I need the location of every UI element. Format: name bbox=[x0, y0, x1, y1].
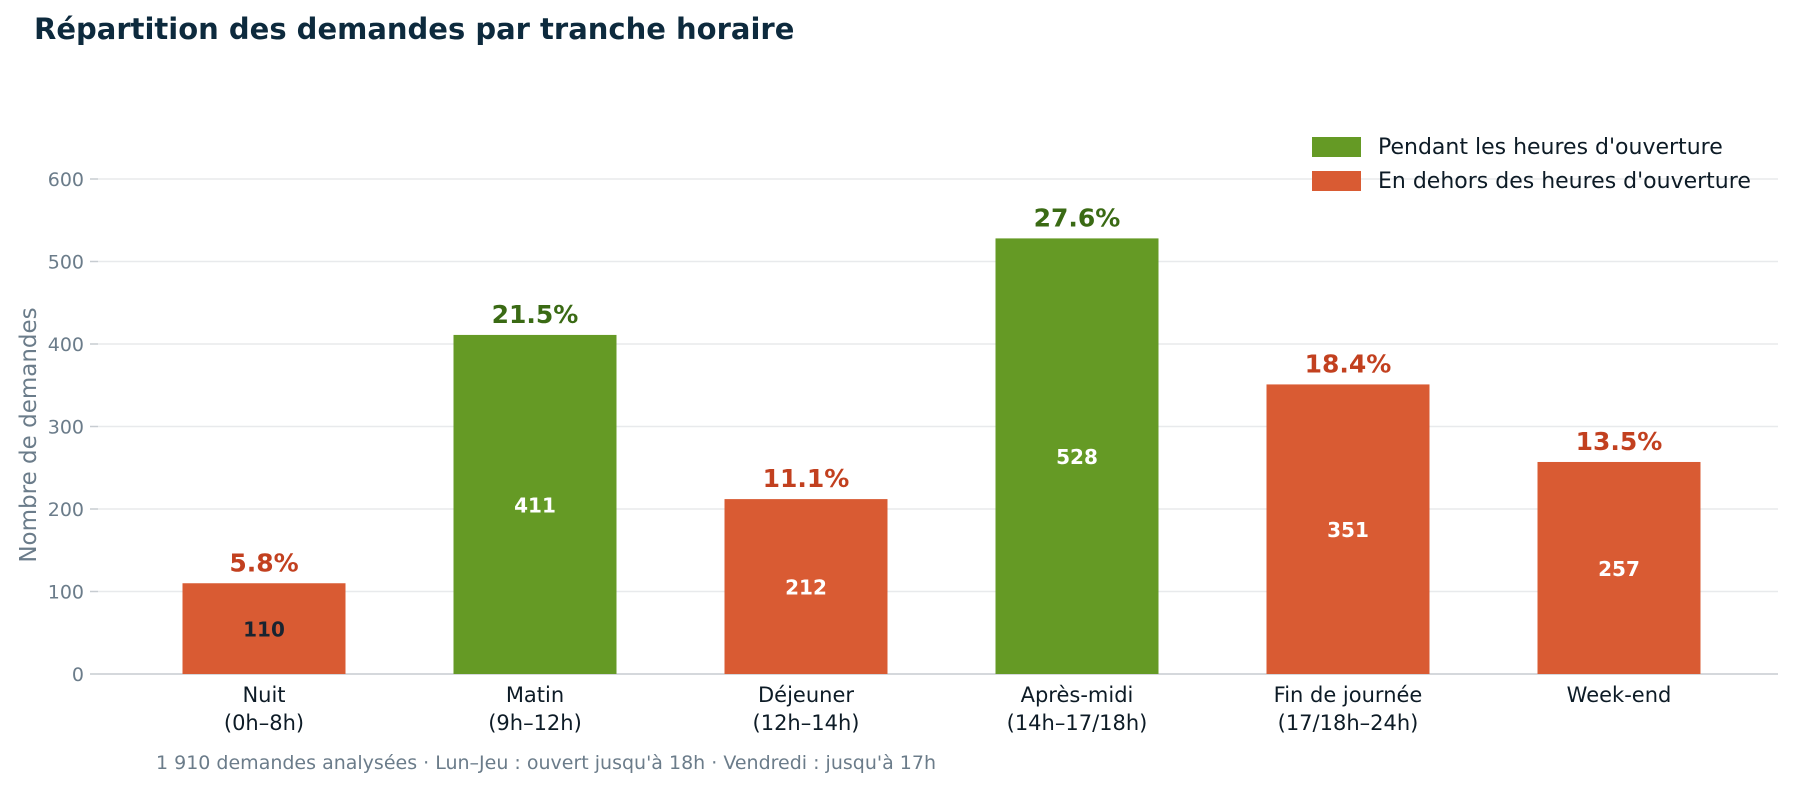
x-tick-label: Nuit bbox=[242, 683, 285, 707]
bar-value-label: 212 bbox=[785, 576, 827, 600]
bar-5 bbox=[1266, 384, 1430, 674]
legend-item-closed: En dehors des heures d'ouverture bbox=[1312, 164, 1751, 198]
bar-value-label: 257 bbox=[1598, 557, 1640, 581]
y-tick-label: 300 bbox=[48, 417, 84, 439]
x-tick-label: (12h–14h) bbox=[753, 711, 860, 735]
y-axis-label: Nombre de demandes bbox=[16, 307, 42, 562]
x-tick-label: (14h–17/18h) bbox=[1007, 711, 1148, 735]
bar-percent-label: 11.1% bbox=[763, 464, 850, 493]
x-tick-label: (17/18h–24h) bbox=[1278, 711, 1419, 735]
x-tick-label: (9h–12h) bbox=[488, 711, 582, 735]
bar-1 bbox=[182, 583, 346, 674]
bar-2 bbox=[453, 334, 617, 674]
bar-value-label: 411 bbox=[514, 493, 556, 517]
x-tick-label: Matin bbox=[506, 683, 564, 707]
x-tick-label: Après-midi bbox=[1021, 683, 1134, 707]
x-tick-label: Déjeuner bbox=[758, 683, 854, 707]
bar-percent-label: 5.8% bbox=[229, 548, 298, 577]
legend-label-open: Pendant les heures d'ouverture bbox=[1378, 134, 1723, 160]
bar-percent-label: 21.5% bbox=[492, 300, 579, 329]
legend-item-open: Pendant les heures d'ouverture bbox=[1312, 130, 1751, 164]
bar-3 bbox=[724, 499, 888, 674]
legend-swatch-open bbox=[1312, 137, 1361, 157]
y-tick-label: 200 bbox=[48, 499, 84, 521]
bar-value-label: 351 bbox=[1327, 518, 1369, 542]
bar-percent-label: 18.4% bbox=[1305, 349, 1392, 378]
chart-footnote: 1 910 demandes analysées · Lun–Jeu : ouv… bbox=[156, 752, 936, 774]
y-tick-label: 600 bbox=[48, 169, 84, 191]
y-tick-label: 400 bbox=[48, 334, 84, 356]
x-tick-label: (0h–8h) bbox=[224, 711, 304, 735]
chart-title: Répartition des demandes par tranche hor… bbox=[34, 12, 795, 46]
bar-4 bbox=[995, 238, 1159, 674]
chart-legend: Pendant les heures d'ouverture En dehors… bbox=[1312, 130, 1751, 198]
bar-value-label: 528 bbox=[1056, 445, 1098, 469]
bar-value-label: 110 bbox=[243, 618, 285, 642]
x-tick-label: Fin de journée bbox=[1274, 683, 1423, 707]
y-tick-label: 100 bbox=[48, 582, 84, 604]
y-tick-label: 0 bbox=[72, 664, 84, 686]
bar-percent-label: 27.6% bbox=[1034, 203, 1121, 232]
y-tick-label: 500 bbox=[48, 252, 84, 274]
x-tick-label: Week-end bbox=[1567, 683, 1672, 707]
legend-label-closed: En dehors des heures d'ouverture bbox=[1378, 168, 1751, 194]
legend-swatch-closed bbox=[1312, 171, 1361, 191]
bar-6 bbox=[1537, 461, 1701, 674]
bar-percent-label: 13.5% bbox=[1576, 427, 1663, 456]
